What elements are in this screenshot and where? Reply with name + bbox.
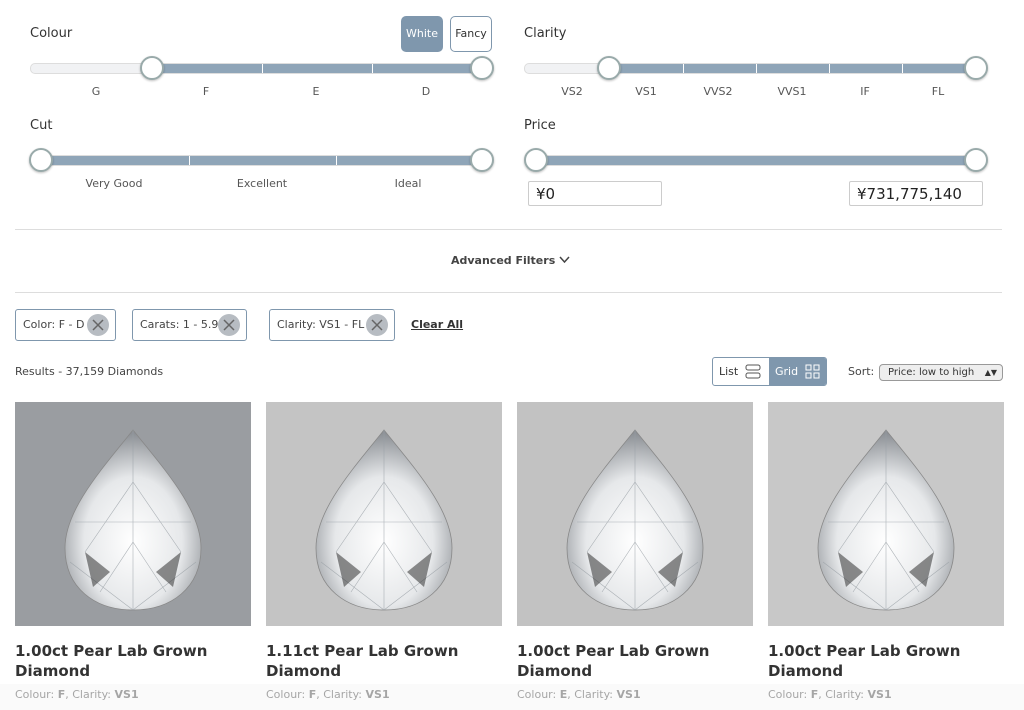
product-card[interactable]: 1.00ct Pear Lab Grown DiamondColour: F, …	[15, 402, 251, 701]
product-card[interactable]: 1.00ct Pear Lab Grown DiamondColour: E, …	[517, 402, 753, 701]
chevron	[559, 256, 570, 264]
list-icon	[745, 364, 761, 379]
grid-icon	[805, 364, 820, 379]
slider-step	[262, 64, 263, 73]
slider-handle[interactable]	[597, 56, 621, 80]
filter-label: Price	[524, 118, 556, 133]
sort-label: Sort:	[848, 365, 875, 378]
clear-all[interactable]: Clear All	[411, 318, 464, 331]
price-input[interactable]: ¥731,775,140	[849, 181, 983, 206]
divider	[15, 292, 1002, 293]
slider-step	[372, 64, 373, 73]
chip-remove[interactable]	[366, 314, 388, 336]
list-text: List	[719, 365, 739, 378]
chip-text: Carats: 1 - 5.99	[140, 318, 226, 331]
slider-step	[683, 64, 684, 73]
slider-step	[756, 64, 757, 73]
filter-chip: Carats: 1 - 5.99	[132, 309, 247, 341]
filter-chip: Clarity: VS1 - FL	[269, 309, 395, 341]
slider-handle[interactable]	[140, 56, 164, 80]
slider-tick-label: G	[91, 85, 101, 98]
slider-range	[609, 64, 976, 73]
toggle[interactable]: White	[401, 16, 443, 52]
slider-handle[interactable]	[29, 148, 53, 172]
slider-handle[interactable]	[524, 148, 548, 172]
results-count: Results - 37,159 Diamonds	[15, 365, 164, 378]
view-toggle: List Grid	[712, 357, 827, 386]
slider-step	[189, 156, 190, 165]
advanced-filters[interactable]: Advanced Filters	[451, 254, 570, 267]
slider-tick-label: FL	[931, 85, 945, 98]
product-card[interactable]: 1.00ct Pear Lab Grown DiamondColour: F, …	[768, 402, 1004, 701]
slider-tick-label: E	[312, 85, 320, 98]
product-title: 1.00ct Pear Lab Grown Diamond	[517, 642, 710, 680]
sort-value: Price: low to high	[888, 367, 975, 378]
list-button[interactable]: List	[713, 358, 769, 385]
slider-tick-label: VVS1	[777, 85, 807, 98]
product-image	[15, 402, 251, 626]
slider-tick-label: Excellent	[236, 177, 288, 190]
slider-handle[interactable]	[470, 56, 494, 80]
slider-tick-label: VVS2	[703, 85, 733, 98]
product-image	[768, 402, 1004, 626]
bottom-fade	[0, 684, 1024, 710]
product-title: 1.00ct Pear Lab Grown Diamond	[15, 642, 208, 680]
filter-label: Clarity	[524, 26, 567, 41]
toggle[interactable]: Fancy	[450, 16, 492, 52]
chip-text: Color: F - D	[23, 318, 85, 331]
product-image	[517, 402, 753, 626]
sort-select[interactable]: Price: low to high ▲▼	[879, 364, 1003, 381]
chip-text: Clarity: VS1 - FL	[277, 318, 365, 331]
grid-button[interactable]: Grid	[769, 358, 826, 385]
product-title: 1.11ct Pear Lab Grown Diamond	[266, 642, 459, 680]
filter-label: Cut	[30, 118, 53, 133]
slider-step	[336, 156, 337, 165]
product-image	[266, 402, 502, 626]
slider-step	[829, 64, 830, 73]
product-card[interactable]: 1.11ct Pear Lab Grown DiamondColour: F, …	[266, 402, 502, 701]
chip-remove[interactable]	[218, 314, 240, 336]
slider-handle[interactable]	[964, 148, 988, 172]
filter-label: Colour	[30, 26, 73, 41]
slider-tick-label: Ideal	[394, 177, 422, 190]
grid-text: Grid	[775, 365, 799, 378]
slider-step	[902, 64, 903, 73]
slider-range	[152, 64, 482, 73]
slider-handle[interactable]	[964, 56, 988, 80]
filter-chip: Color: F - D	[15, 309, 116, 341]
product-title: 1.00ct Pear Lab Grown Diamond	[768, 642, 961, 680]
slider-tick-label: Very Good	[85, 177, 143, 190]
slider-range	[41, 156, 482, 165]
slider-tick-label: IF	[860, 85, 870, 98]
slider-tick-label: F	[202, 85, 210, 98]
slider-range	[536, 156, 976, 165]
slider-handle[interactable]	[470, 148, 494, 172]
slider-tick-label: VS1	[635, 85, 657, 98]
divider	[15, 229, 1002, 230]
slider-tick-label: D	[421, 85, 431, 98]
advanced-text: Advanced Filters	[451, 254, 556, 267]
chip-remove[interactable]	[87, 314, 109, 336]
price-input[interactable]: ¥0	[528, 181, 662, 206]
slider-tick-label: VS2	[561, 85, 583, 98]
